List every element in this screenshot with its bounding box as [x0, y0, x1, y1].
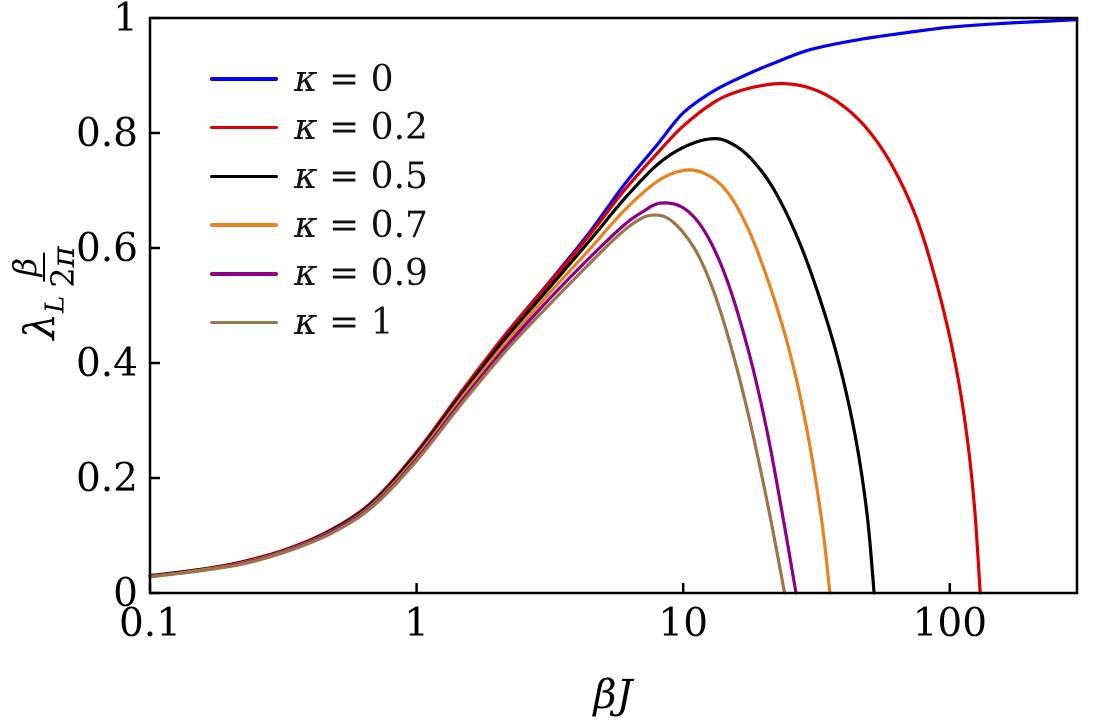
- y-tick-label-0.2: 0.2: [76, 456, 138, 501]
- x-tick-label-10: 10: [658, 601, 708, 646]
- y-tick-label-1: 1: [113, 0, 138, 41]
- x-tick-label-0.1: 0.1: [119, 601, 181, 646]
- curve-kappa-1: [148, 213, 787, 595]
- y-axis-label-fraction: β 2π: [6, 246, 82, 288]
- y-axis-label-numerator: β: [6, 252, 45, 282]
- plot-frame: [148, 16, 1079, 595]
- curve-kappa-0.5: [148, 137, 876, 595]
- curve-kappa-0.9: [148, 201, 798, 595]
- curve-kappa-0.7: [148, 168, 832, 595]
- curve-kappa-0: [148, 18, 1079, 578]
- y-tick-label-0.4: 0.4: [76, 341, 138, 386]
- curve-kappa-0.2: [148, 81, 982, 595]
- x-axis-label: βJ: [593, 672, 633, 718]
- y-axis-label: λL β 2π: [6, 246, 82, 340]
- y-tick-label-0.8: 0.8: [76, 111, 138, 156]
- y-tick-label-0: 0: [113, 571, 138, 616]
- x-tick-label-100: 100: [913, 601, 987, 646]
- y-axis-label-denominator: 2π: [44, 246, 82, 288]
- y-axis-label-lambda: λL: [15, 295, 71, 340]
- y-tick-label-0.6: 0.6: [76, 226, 138, 271]
- x-tick-label-1: 1: [404, 601, 429, 646]
